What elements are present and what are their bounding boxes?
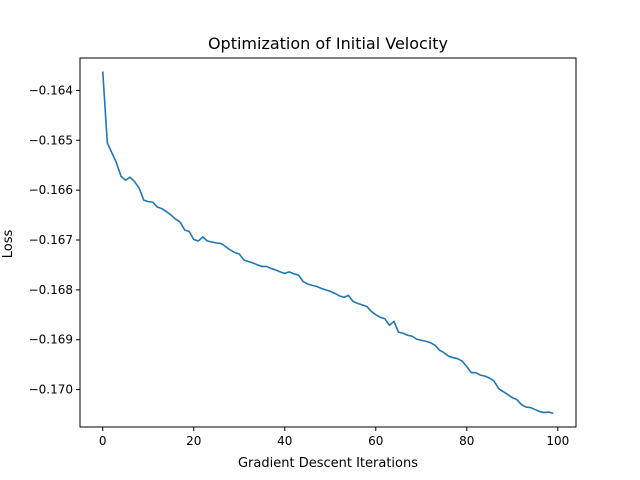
x-tick-label: 80 bbox=[459, 434, 474, 448]
chart-title: Optimization of Initial Velocity bbox=[208, 34, 448, 53]
x-tick-label: 100 bbox=[546, 434, 569, 448]
y-tick-label: −0.164 bbox=[29, 83, 73, 97]
y-axis: −0.164 −0.165 −0.166 −0.167 −0.168 −0.169 −0.1… bbox=[29, 83, 80, 397]
series-line bbox=[101, 71, 554, 415]
y-tick-label: −0.165 bbox=[29, 133, 73, 147]
x-tick-label: 20 bbox=[186, 434, 201, 448]
x-tick-label: 60 bbox=[368, 434, 383, 448]
y-tick-label: −0.169 bbox=[29, 333, 73, 347]
x-tick-label: 0 bbox=[99, 434, 107, 448]
plot-area bbox=[101, 71, 554, 415]
y-tick-label: −0.168 bbox=[29, 283, 73, 297]
y-axis-label: Loss bbox=[1, 230, 16, 259]
y-tick-label: −0.170 bbox=[29, 383, 73, 397]
y-tick-label: −0.167 bbox=[29, 233, 73, 247]
y-tick-label: −0.166 bbox=[29, 183, 73, 197]
axes-frame bbox=[79, 57, 577, 428]
x-axis-label: Gradient Descent Iterations bbox=[238, 456, 418, 471]
x-axis: 0 20 40 60 80 100 bbox=[99, 427, 569, 448]
x-tick-label: 40 bbox=[277, 434, 292, 448]
